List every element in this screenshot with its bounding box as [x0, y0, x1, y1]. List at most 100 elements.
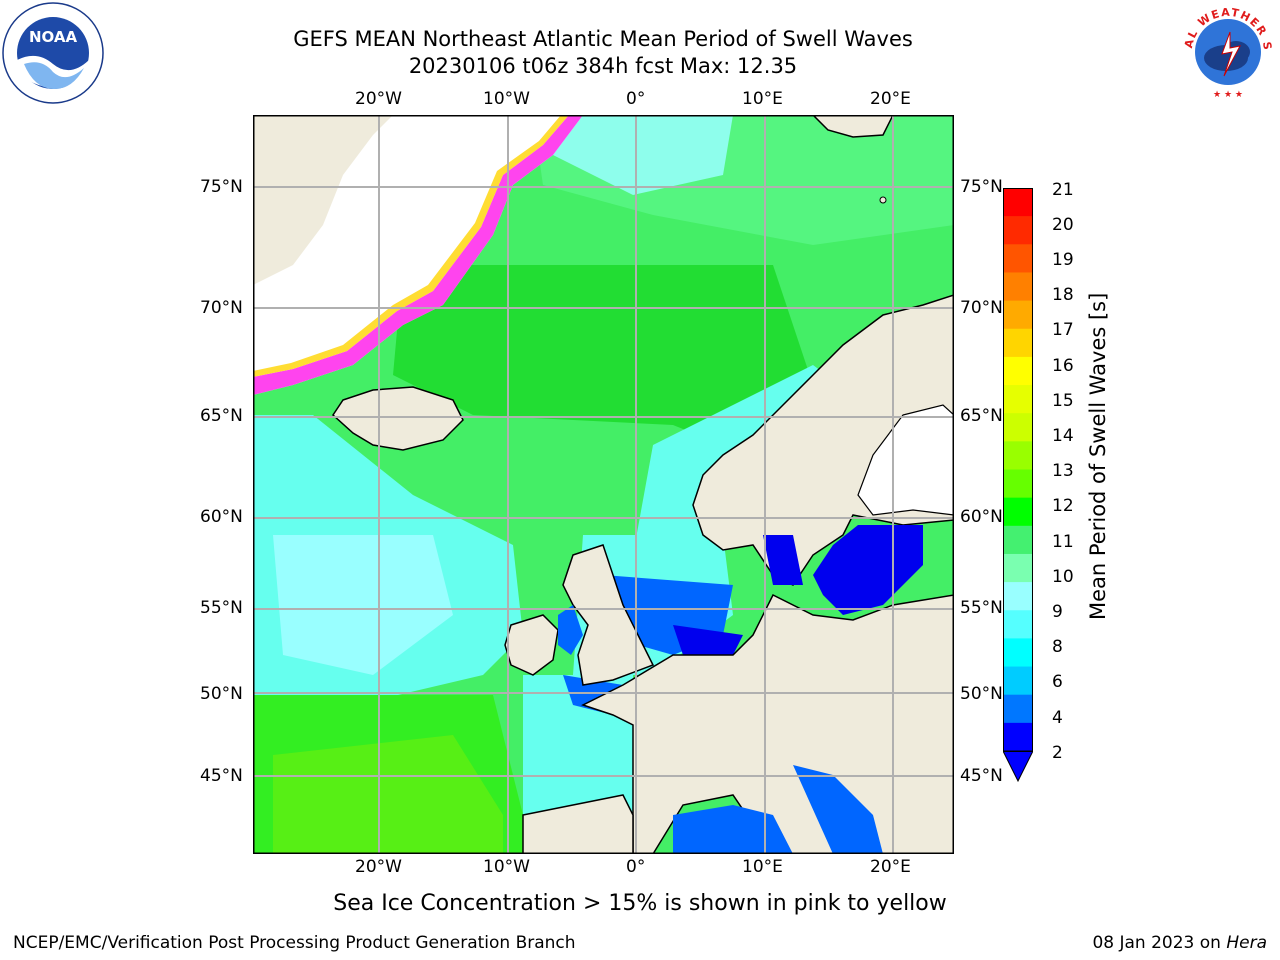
lon-label-top: 20°E — [870, 89, 911, 109]
colorbar-tick-label: 8 — [1052, 637, 1063, 657]
svalbard — [811, 115, 894, 138]
colorbar-step — [1003, 385, 1033, 414]
svg-text:★ ★ ★: ★ ★ ★ — [1213, 90, 1243, 100]
footer-date: 08 Jan 2023 on Hera — [1092, 933, 1267, 953]
colorbar-step — [1003, 188, 1033, 217]
colorbar-svg — [1002, 188, 1034, 783]
colorbar-step — [1003, 216, 1033, 245]
colorbar-step — [1003, 413, 1033, 442]
colorbar-step — [1003, 638, 1033, 668]
colorbar-tick-label: 11 — [1052, 532, 1074, 552]
lat-label-right: 60°N — [960, 507, 1003, 527]
lon-label-top: 0° — [626, 89, 646, 109]
lat-label-left: 45°N — [200, 766, 243, 786]
colorbar — [1002, 188, 1034, 783]
footer-credit: NCEP/EMC/Verification Post Processing Pr… — [13, 933, 576, 953]
colorbar-step — [1003, 722, 1033, 752]
noaa-logo: NOAA — [2, 2, 104, 104]
footer-host: Hera — [1226, 933, 1267, 953]
gulf-of-bothnia — [857, 404, 954, 516]
lat-label-right: 65°N — [960, 406, 1003, 426]
graticule — [253, 115, 954, 854]
colorbar-tick-label: 14 — [1052, 426, 1074, 446]
colorbar-step — [1003, 497, 1033, 527]
lon-label-bottom: 10°E — [742, 857, 783, 877]
ireland — [504, 614, 559, 676]
colorbar-frame — [1003, 188, 1033, 752]
footer-date-text: 08 Jan 2023 on — [1092, 933, 1227, 953]
colorbar-tick-label: 16 — [1052, 356, 1074, 376]
colorbar-step — [1003, 666, 1033, 696]
sea-ice-band — [253, 115, 583, 395]
colorbar-extend-arrow — [1002, 750, 1034, 783]
colorbar-tick-label: 17 — [1052, 320, 1074, 340]
lat-label-right: 50°N — [960, 684, 1003, 704]
colorbar-tick-label: 6 — [1052, 672, 1063, 692]
western-mediterranean — [673, 805, 793, 854]
colorbar-tick-label: 21 — [1052, 180, 1074, 200]
colorbar-tick-label: 13 — [1052, 461, 1074, 481]
greenland-coast — [253, 115, 393, 285]
baltic-sea — [813, 525, 923, 615]
island — [879, 196, 887, 204]
ocean-sw-brightgreen — [273, 735, 503, 854]
colorbar-step — [1003, 525, 1033, 555]
colorbar-step — [1003, 694, 1033, 724]
lat-label-left: 65°N — [200, 406, 243, 426]
noaa-logo-text: NOAA — [29, 28, 78, 46]
ocean-west-lightcyan — [273, 535, 453, 675]
colorbar-step — [1003, 469, 1033, 499]
lat-label-left: 55°N — [200, 598, 243, 618]
colorbar-tick-label: 19 — [1052, 250, 1074, 270]
lat-label-left: 60°N — [200, 507, 243, 527]
colorbar-tick-label: 12 — [1052, 496, 1074, 516]
map-svg — [253, 115, 954, 854]
colorbar-tick-label: 18 — [1052, 285, 1074, 305]
skagerrak — [763, 535, 803, 585]
adriatic-sea — [793, 765, 883, 854]
lon-label-top: 10°W — [483, 89, 530, 109]
map-frame — [253, 115, 954, 854]
ocean-north-cyan — [553, 115, 733, 195]
colorbar-tick-label: 15 — [1052, 391, 1074, 411]
colorbar-step — [1003, 244, 1033, 273]
lon-label-bottom: 20°E — [870, 857, 911, 877]
sea-ice-caption: Sea Ice Concentration > 15% is shown in … — [333, 891, 947, 916]
colorbar-tick-label: 4 — [1052, 708, 1063, 728]
colorbar-step — [1003, 272, 1033, 302]
colorbar-step — [1003, 610, 1033, 639]
irish-sea — [558, 605, 583, 655]
lat-label-right: 55°N — [960, 598, 1003, 618]
chart-title-line2: 20230106 t06z 384h fcst Max: 12.35 — [408, 54, 798, 78]
colorbar-step — [1003, 582, 1033, 611]
colorbar-step — [1003, 300, 1033, 330]
colorbar-tick-label: 20 — [1052, 215, 1074, 235]
iberia — [522, 794, 634, 854]
chart-title-line1: GEFS MEAN Northeast Atlantic Mean Period… — [293, 27, 913, 51]
lat-label-left: 50°N — [200, 684, 243, 704]
lat-label-right: 45°N — [960, 766, 1003, 786]
colorbar-title: Mean Period of Swell Waves [s] — [1086, 292, 1110, 620]
nws-logo: NATIONAL WEATHER SERVICE ★ ★ ★ — [1173, 0, 1278, 102]
lat-label-left: 70°N — [200, 298, 243, 318]
ocean-channel-darkblue — [673, 625, 743, 655]
continental-europe — [581, 593, 954, 854]
lat-label-left: 75°N — [200, 177, 243, 197]
lon-label-top: 10°E — [742, 89, 783, 109]
iceland — [332, 386, 464, 451]
lon-label-bottom: 10°W — [483, 857, 530, 877]
lon-label-bottom: 0° — [626, 857, 646, 877]
colorbar-tick-label: 9 — [1052, 602, 1063, 622]
lat-label-right: 75°N — [960, 177, 1003, 197]
ocean-green-core — [393, 265, 813, 445]
lon-label-top: 20°W — [355, 89, 402, 109]
colorbar-tick-label: 10 — [1052, 567, 1074, 587]
colorbar-tick-label: 2 — [1052, 743, 1063, 763]
map-panel — [253, 115, 954, 854]
colorbar-step — [1003, 356, 1033, 386]
lon-label-bottom: 20°W — [355, 857, 402, 877]
colorbar-step — [1003, 441, 1033, 470]
colorbar-step — [1003, 553, 1033, 583]
colorbar-step — [1003, 328, 1033, 358]
lat-label-right: 70°N — [960, 298, 1003, 318]
